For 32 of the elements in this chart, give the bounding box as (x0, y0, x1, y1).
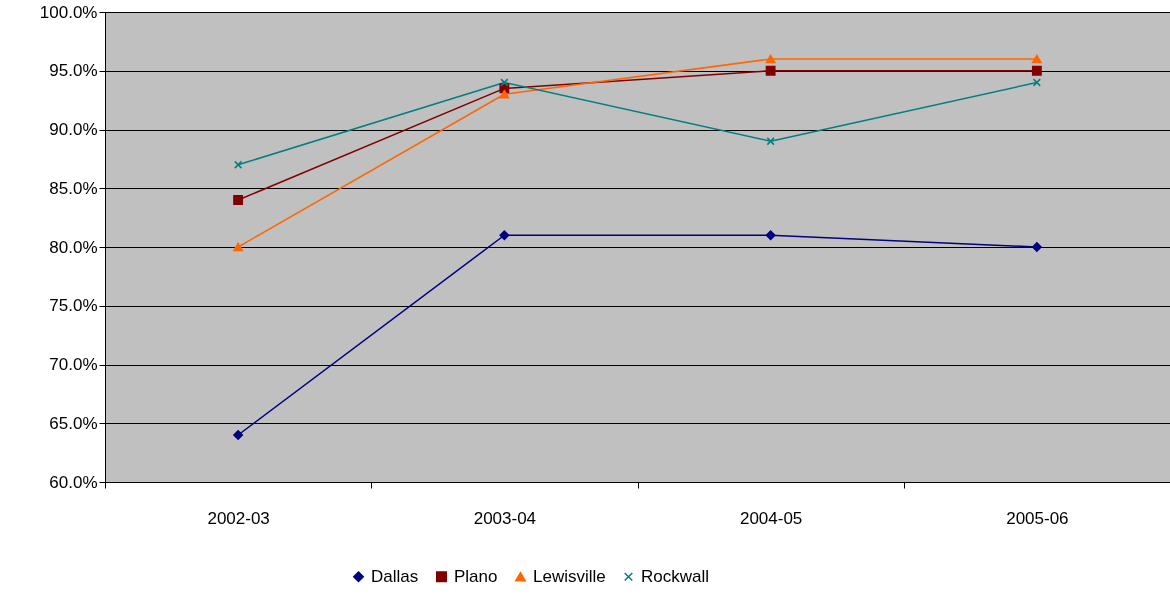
point (233, 195, 244, 205)
point (234, 160, 243, 169)
y-tick-label: 85.0% (49, 178, 98, 198)
point (499, 230, 510, 241)
y-tick-label: 100.0% (39, 2, 98, 22)
y-tick-label: 70.0% (49, 355, 98, 374)
point (765, 230, 776, 241)
point (1031, 65, 1042, 76)
y-tick-label: 75.0% (49, 296, 98, 316)
x-tick-label: 2005-06 (1006, 508, 1069, 528)
point (499, 89, 510, 99)
x-tick-label: 2004-05 (739, 508, 803, 528)
point (500, 78, 509, 87)
legend-label: Dallas (371, 566, 419, 586)
y-tick-label: 90.0% (49, 120, 98, 139)
legend-label: Plano (454, 566, 498, 586)
y-tick-label: 95.0% (49, 61, 98, 81)
x-tick-label: 2003-04 (473, 508, 537, 528)
point (766, 137, 775, 146)
point (1032, 78, 1041, 87)
point (765, 65, 776, 76)
point (765, 54, 776, 64)
point (1031, 54, 1042, 64)
x-tick-label: 2002-03 (207, 508, 270, 528)
point (233, 242, 244, 252)
y-tick-label: 60.0% (49, 472, 98, 492)
point (1031, 242, 1042, 252)
point (233, 430, 244, 440)
y-tick-label: 80.0% (49, 237, 98, 257)
legend-label: Rockwall (641, 566, 710, 586)
y-tick-label: 65.0% (49, 413, 98, 433)
legend-label: Lewisville (533, 566, 606, 586)
